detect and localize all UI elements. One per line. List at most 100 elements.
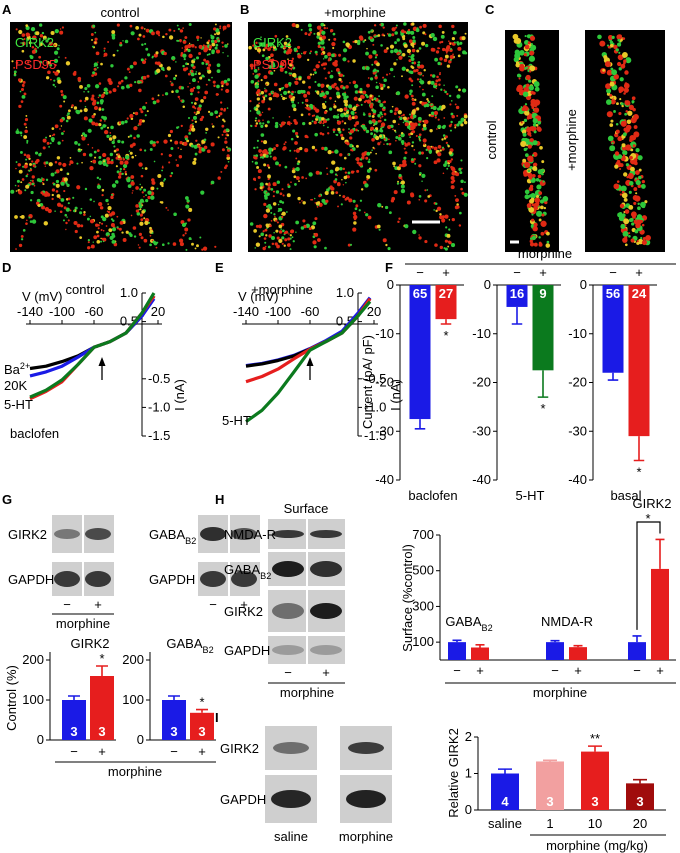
puncta: [615, 48, 619, 52]
puncta: [321, 146, 325, 150]
n-label: 3: [636, 794, 643, 809]
y-axis-label: I (nA): [172, 379, 187, 411]
puncta: [223, 79, 228, 84]
puncta: [175, 61, 177, 63]
puncta: [60, 181, 65, 186]
puncta: [419, 25, 423, 29]
puncta: [110, 193, 114, 197]
puncta: [194, 46, 197, 49]
puncta: [171, 56, 176, 61]
puncta: [226, 154, 230, 158]
puncta: [270, 60, 274, 64]
puncta: [276, 244, 280, 249]
puncta: [140, 26, 144, 30]
puncta: [535, 124, 539, 127]
bar: [532, 285, 554, 371]
puncta: [444, 90, 447, 94]
puncta: [210, 39, 215, 44]
tick-label: 20: [367, 304, 381, 319]
puncta: [248, 45, 252, 50]
bar: [626, 783, 654, 810]
puncta: [177, 95, 181, 99]
puncta: [116, 170, 120, 174]
puncta: [205, 62, 208, 66]
puncta: [220, 101, 223, 104]
blot-band: [200, 527, 226, 541]
puncta: [252, 72, 255, 75]
error-bar: [414, 419, 426, 430]
error-bar: [607, 372, 619, 381]
puncta: [424, 199, 428, 203]
puncta: [361, 66, 366, 70]
puncta: [323, 110, 327, 115]
condition-sign: +: [240, 597, 248, 612]
puncta: [375, 53, 379, 57]
puncta: [441, 218, 446, 223]
puncta: [204, 46, 209, 52]
puncta: [145, 101, 148, 104]
group-label: baclofen: [408, 488, 457, 503]
panel-letter: A: [2, 2, 12, 17]
puncta: [355, 128, 358, 132]
puncta: [537, 174, 542, 179]
puncta: [39, 42, 43, 47]
puncta: [295, 166, 300, 172]
puncta: [144, 114, 147, 117]
puncta: [138, 162, 143, 167]
puncta: [315, 201, 320, 206]
puncta: [55, 190, 59, 193]
puncta: [263, 98, 266, 101]
puncta: [444, 135, 448, 139]
puncta: [168, 161, 171, 164]
puncta: [599, 40, 606, 47]
puncta: [171, 82, 173, 84]
error-bar: [550, 639, 560, 643]
puncta: [115, 148, 119, 152]
puncta: [429, 74, 433, 77]
puncta: [206, 66, 211, 71]
puncta: [286, 193, 291, 198]
puncta: [357, 129, 360, 132]
puncta: [209, 112, 214, 116]
puncta: [529, 242, 535, 247]
puncta: [105, 164, 109, 167]
blot-band: [310, 561, 342, 577]
puncta: [98, 94, 102, 97]
puncta: [280, 93, 282, 96]
puncta: [102, 116, 108, 121]
puncta: [382, 238, 387, 243]
puncta: [452, 30, 457, 35]
panel-letter: G: [2, 492, 12, 507]
puncta: [460, 123, 464, 127]
puncta: [349, 243, 353, 246]
puncta: [94, 37, 98, 41]
puncta: [141, 43, 144, 46]
puncta: [214, 33, 217, 36]
significance: *: [99, 651, 104, 666]
stain-label: GIRK2: [253, 35, 292, 50]
puncta: [42, 146, 46, 150]
puncta: [304, 148, 309, 153]
tick-label: -0.5: [364, 371, 386, 386]
puncta: [262, 246, 266, 251]
puncta: [105, 91, 109, 95]
puncta: [439, 213, 442, 216]
puncta: [120, 79, 124, 83]
puncta: [430, 107, 433, 110]
puncta: [613, 74, 620, 80]
puncta: [409, 136, 411, 139]
tick-label: -1.5: [148, 428, 170, 443]
blot-label: GABAB2: [224, 562, 271, 581]
puncta: [270, 219, 273, 222]
puncta: [144, 220, 149, 226]
puncta: [302, 80, 306, 84]
puncta: [57, 141, 61, 145]
puncta: [297, 45, 301, 49]
puncta: [15, 130, 20, 135]
puncta: [62, 95, 67, 100]
puncta: [225, 88, 230, 93]
puncta: [323, 67, 326, 70]
puncta: [32, 164, 36, 168]
puncta: [439, 72, 441, 74]
puncta: [619, 193, 623, 196]
